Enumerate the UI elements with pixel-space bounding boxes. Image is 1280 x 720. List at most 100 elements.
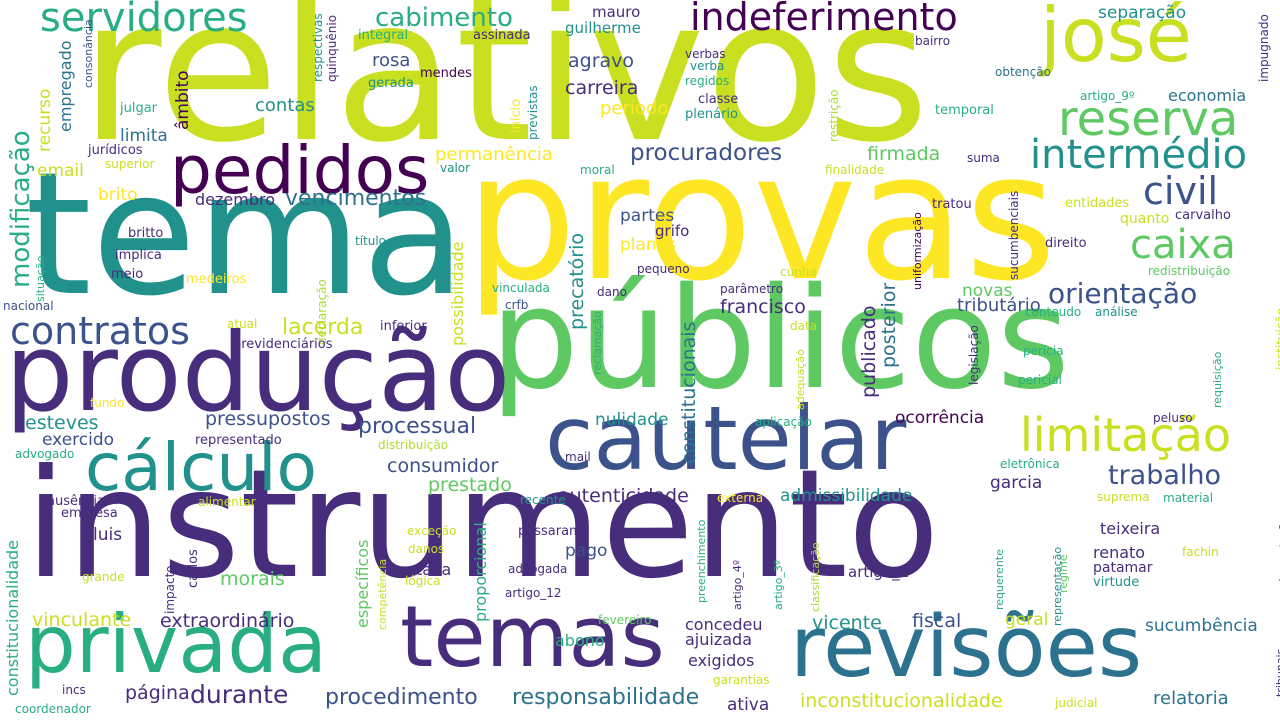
word: autenticidade: [558, 485, 689, 507]
word: vinculante: [32, 609, 132, 631]
word: instrumento: [25, 438, 940, 612]
word: extraordinário: [160, 610, 295, 632]
word: relatoria: [1153, 688, 1229, 709]
word: relativos: [80, 0, 930, 186]
word: cabimento: [375, 3, 513, 33]
word: data: [790, 319, 818, 333]
word: eletrônica: [1000, 457, 1060, 471]
word: ativa: [727, 695, 770, 715]
word: firmada: [867, 143, 941, 165]
word: período: [600, 98, 669, 119]
word: medeiros: [186, 272, 247, 287]
word: plenário: [685, 107, 738, 122]
word: nulidade: [595, 410, 669, 430]
word: representado: [195, 433, 282, 448]
word: parâmetro: [720, 282, 784, 296]
word: temporal: [935, 103, 994, 118]
word: sucumbenciais: [1007, 190, 1021, 280]
word: competência: [376, 558, 389, 630]
word: precatório: [566, 232, 588, 330]
word: ajuizada: [685, 630, 752, 649]
word: francisco: [720, 296, 806, 318]
word: uniformização: [911, 212, 924, 290]
word: recurso: [35, 88, 55, 152]
word: tribunais: [1274, 648, 1280, 697]
word: pedidos: [170, 132, 430, 209]
word: fundo: [90, 396, 125, 410]
word: previstas: [526, 85, 540, 140]
word: procedimento: [325, 685, 478, 710]
word: âmbito: [173, 70, 193, 130]
word: classificação: [809, 542, 822, 612]
word: preenchimento: [695, 519, 708, 603]
word: intermédio: [1030, 132, 1248, 178]
word: cálculo: [85, 429, 317, 506]
word: requisição: [1211, 351, 1224, 408]
word: mendes: [420, 66, 472, 81]
word: específicos: [353, 539, 372, 628]
word: conteudo: [1025, 305, 1082, 319]
word: empregado: [56, 40, 75, 132]
word: caixa: [1130, 222, 1236, 268]
word: abono: [555, 631, 605, 650]
word: servidores: [40, 0, 248, 41]
word: temas: [400, 588, 665, 687]
word: exceção: [407, 524, 457, 538]
word: brito: [98, 185, 138, 205]
word: novas: [962, 281, 1013, 301]
word: classe: [698, 92, 739, 107]
word: verbas: [685, 47, 726, 61]
word: grande: [82, 570, 125, 584]
word: quanto: [1120, 211, 1170, 227]
word: advogada: [508, 562, 568, 576]
word: perícia: [1023, 344, 1064, 358]
word: artigo_1: [848, 563, 910, 581]
word: adequação: [794, 349, 807, 410]
word: empresa: [61, 506, 118, 521]
word: garcia: [990, 473, 1043, 493]
word: distribuição: [378, 438, 449, 452]
word: carreira: [565, 77, 639, 99]
word: civil: [1143, 169, 1219, 213]
word: legislação: [967, 325, 981, 385]
word: privada: [25, 598, 328, 691]
word: teixeira: [1100, 519, 1161, 538]
word: recente: [520, 493, 566, 507]
word: quinquênio: [325, 14, 339, 82]
word: redistribuição: [1148, 264, 1231, 278]
word: pressupostos: [205, 408, 331, 430]
word: instituição: [1274, 307, 1280, 370]
word: finalidade: [825, 163, 885, 177]
word: concedeu: [685, 615, 763, 634]
word: artigo_4º: [731, 559, 744, 610]
word: limitação: [1020, 408, 1231, 462]
word: assinada: [473, 28, 531, 43]
word: julgar: [120, 101, 158, 116]
word: agravo: [568, 50, 635, 72]
word: gerada: [368, 76, 414, 91]
word: inconstitucionalidade: [800, 690, 1003, 712]
word: taxa: [416, 560, 452, 579]
word: respectivas: [311, 13, 325, 82]
word: indeferimento: [690, 0, 958, 39]
word: geral: [1005, 610, 1049, 630]
word: regidos: [685, 74, 730, 88]
word: limita: [120, 126, 168, 146]
word: declaração: [315, 279, 329, 345]
word: ocorrência: [895, 408, 985, 428]
word: bairro: [915, 34, 951, 48]
word: artigo_3º: [772, 559, 785, 610]
word: patamar: [1093, 560, 1153, 576]
word: obtenção: [995, 65, 1051, 79]
word: contas: [255, 95, 315, 116]
word: atual: [227, 317, 258, 331]
word: cunha: [780, 265, 817, 279]
word: dano: [597, 285, 627, 299]
word: constitucionalidade: [3, 539, 22, 696]
word: superior: [105, 157, 155, 171]
word: implica: [115, 248, 162, 263]
word: carlos: [186, 549, 201, 588]
word: peluso: [1153, 411, 1193, 425]
word: proporcional: [471, 522, 490, 622]
word: públicos: [490, 258, 1070, 421]
